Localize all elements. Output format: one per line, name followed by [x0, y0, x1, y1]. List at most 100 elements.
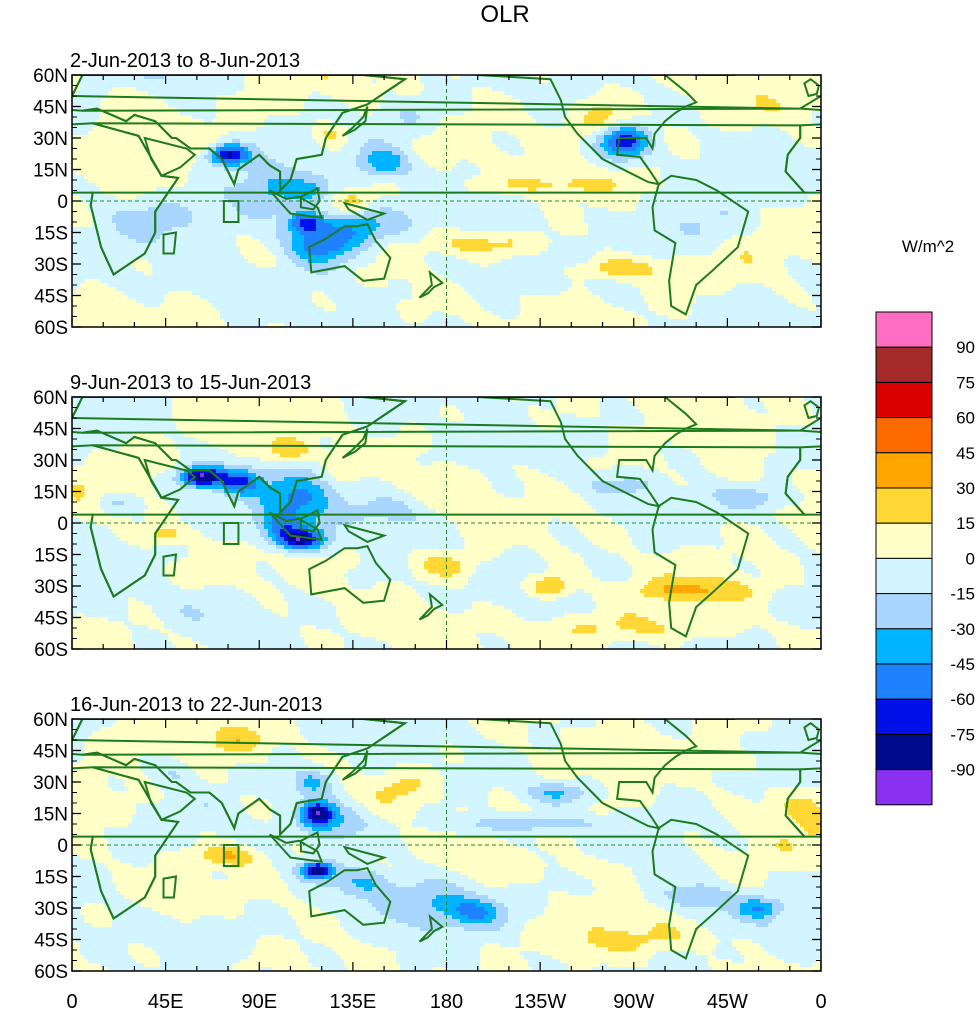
field-cell	[600, 79, 605, 84]
field-cell	[364, 163, 369, 168]
field-cell	[320, 155, 325, 160]
field-cell	[228, 79, 233, 84]
field-cell	[476, 239, 481, 244]
field-cell	[628, 151, 633, 156]
field-cell	[324, 247, 329, 252]
field-cell	[360, 167, 365, 172]
field-cell	[420, 207, 425, 212]
field-cell	[764, 99, 769, 104]
field-cell	[412, 155, 417, 160]
field-cell	[612, 223, 617, 228]
field-cell	[452, 211, 457, 216]
field-cell	[340, 235, 345, 240]
field-cell	[612, 143, 617, 148]
field-cell	[684, 227, 689, 232]
field-cell	[620, 235, 625, 240]
field-cell	[384, 91, 389, 96]
field-cell	[100, 207, 105, 212]
field-cell	[484, 247, 489, 252]
field-cell	[416, 135, 421, 140]
field-cell	[532, 223, 537, 228]
field-cell	[276, 207, 281, 212]
field-cell	[476, 83, 481, 88]
field-cell	[216, 179, 221, 184]
field-cell	[520, 95, 525, 100]
field-cell	[400, 227, 405, 232]
field-cell	[672, 171, 677, 176]
field-cell	[104, 207, 109, 212]
field-cell	[600, 243, 605, 248]
field-cell	[548, 83, 553, 88]
field-cell	[796, 175, 801, 180]
field-cell	[764, 179, 769, 184]
field-cell	[244, 183, 249, 188]
field-cell	[644, 95, 649, 100]
field-cell	[384, 135, 389, 140]
field-cell	[392, 151, 397, 156]
field-cell	[316, 235, 321, 240]
field-cell	[420, 223, 425, 228]
field-cell	[588, 223, 593, 228]
field-cell	[392, 111, 397, 116]
field-cell	[228, 203, 233, 208]
field-cell	[264, 171, 269, 176]
field-cell	[316, 219, 321, 224]
field-cell	[232, 187, 237, 192]
field-cell	[600, 247, 605, 252]
field-cell	[328, 151, 333, 156]
field-cell	[296, 167, 301, 172]
field-cell	[236, 159, 241, 164]
field-cell	[252, 171, 257, 176]
field-cell	[724, 175, 729, 180]
field-cell	[336, 171, 341, 176]
field-cell	[224, 163, 229, 168]
field-cell	[384, 227, 389, 232]
field-cell	[276, 147, 281, 152]
field-cell	[464, 203, 469, 208]
field-cell	[236, 143, 241, 148]
field-cell	[664, 155, 669, 160]
field-cell	[104, 239, 109, 244]
field-cell	[224, 175, 229, 180]
field-cell	[352, 119, 357, 124]
field-cell	[220, 171, 225, 176]
field-cell	[800, 163, 805, 168]
field-cell	[400, 119, 405, 124]
field-cell	[608, 227, 613, 232]
field-cell	[96, 111, 101, 116]
field-cell	[296, 219, 301, 224]
field-cell	[240, 195, 245, 200]
field-cell	[320, 235, 325, 240]
field-cell	[252, 219, 257, 224]
field-cell	[356, 131, 361, 136]
field-cell	[188, 99, 193, 104]
field-cell	[120, 83, 125, 88]
field-cell	[184, 183, 189, 188]
field-cell	[588, 79, 593, 84]
field-cell	[780, 155, 785, 160]
field-cell	[460, 219, 465, 224]
field-cell	[336, 223, 341, 228]
field-cell	[312, 95, 317, 100]
field-cell	[100, 235, 105, 240]
field-cell	[680, 211, 685, 216]
field-cell	[212, 111, 217, 116]
field-cell	[716, 183, 721, 188]
field-cell	[92, 99, 97, 104]
field-cell	[620, 147, 625, 152]
field-cell	[708, 167, 713, 172]
field-cell	[692, 127, 697, 132]
field-cell	[412, 127, 417, 132]
field-cell	[628, 227, 633, 232]
field-cell	[636, 247, 641, 252]
field-cell	[404, 139, 409, 144]
field-cell	[120, 207, 125, 212]
field-cell	[528, 87, 533, 92]
field-cell	[528, 211, 533, 216]
field-cell	[804, 179, 809, 184]
field-cell	[664, 239, 669, 244]
field-cell	[148, 247, 153, 252]
field-cell	[456, 223, 461, 228]
field-cell	[352, 239, 357, 244]
field-cell	[716, 231, 721, 236]
